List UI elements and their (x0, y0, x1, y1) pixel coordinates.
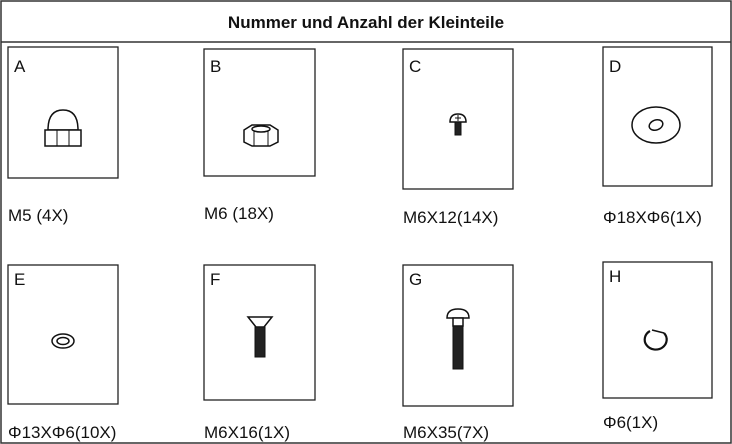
part-label: Φ18XΦ6(1X) (603, 208, 702, 227)
part-letter: C (409, 57, 421, 76)
part-letter: B (210, 57, 221, 76)
washer-icon (631, 106, 681, 144)
hex-nut-icon (243, 124, 279, 147)
small-washer-icon (51, 333, 75, 349)
part-label: M6X12(14X) (403, 208, 498, 227)
acorn-nut-icon (44, 109, 82, 147)
split-ring-icon (643, 329, 668, 351)
part-label: Φ13XΦ6(10X) (8, 423, 116, 442)
part-label: M6X16(1X) (204, 423, 290, 442)
part-letter: F (210, 270, 220, 289)
part-label: Φ6(1X) (603, 413, 658, 432)
part-letter: D (609, 57, 621, 76)
part-letter: H (609, 267, 621, 286)
part-label: M6X35(7X) (403, 423, 489, 442)
countersunk-bolt-icon (246, 316, 274, 358)
screw-icon (449, 113, 467, 136)
title: Nummer und Anzahl der Kleinteile (228, 13, 504, 32)
part-box (203, 48, 316, 177)
part-box (602, 261, 713, 399)
carriage-bolt-icon (446, 308, 470, 370)
part-letter: E (14, 270, 25, 289)
part-label: M5 (4X) (8, 206, 68, 225)
part-letter: A (14, 57, 26, 76)
part-letter: G (409, 270, 422, 289)
part-label: M6 (18X) (204, 204, 274, 223)
